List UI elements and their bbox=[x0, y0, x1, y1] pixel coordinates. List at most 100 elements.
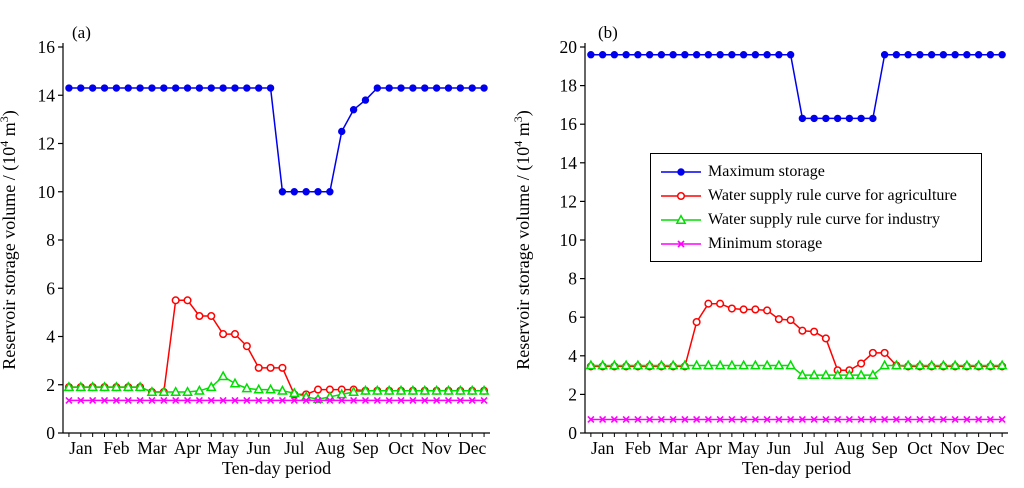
y-tick-label: 20 bbox=[560, 37, 578, 57]
y-tick-label: 0 bbox=[46, 423, 55, 443]
marker-open-triangle bbox=[667, 359, 679, 370]
marker-filled-circle bbox=[986, 51, 995, 59]
marker-open-triangle bbox=[926, 359, 937, 370]
marker-open-triangle bbox=[288, 387, 300, 398]
marker-x bbox=[775, 415, 783, 424]
legend-item-water-supply-rule-curve-for-agriculture: Water supply rule curve for agriculture bbox=[659, 184, 977, 208]
marker-x bbox=[822, 415, 830, 424]
marker-x bbox=[65, 396, 73, 404]
y-tick-label: 18 bbox=[560, 76, 578, 96]
marker-filled-circle bbox=[645, 51, 654, 59]
marker-open-triangle bbox=[277, 384, 288, 395]
legend-marker-open-triangle bbox=[675, 214, 687, 224]
marker-filled-circle bbox=[112, 84, 121, 92]
marker-filled-circle bbox=[278, 188, 287, 196]
marker-open-triangle bbox=[844, 369, 855, 380]
y-tick-label: 8 bbox=[46, 230, 55, 250]
chart-a-canvas: 0 2 4 6 8 10 12 14 16 Jan Feb Mar Apr May Jun Jul Aug Sep… bbox=[0, 23, 490, 478]
y-tick-label: 10 bbox=[38, 182, 56, 202]
marker-filled-circle bbox=[444, 84, 453, 92]
marker-filled-circle bbox=[904, 51, 912, 59]
x-month-label: Oct bbox=[907, 438, 932, 458]
marker-filled-circle bbox=[869, 114, 877, 123]
marker-open-triangle bbox=[691, 359, 702, 370]
marker-open-circle bbox=[716, 299, 725, 308]
marker-x bbox=[89, 396, 97, 404]
y-tick-label: 6 bbox=[46, 278, 55, 298]
legend-label: Maximum storage bbox=[708, 163, 825, 180]
marker-x bbox=[763, 415, 771, 424]
marker-open-triangle bbox=[241, 382, 253, 393]
marker-x bbox=[100, 396, 109, 404]
marker-filled-circle bbox=[409, 84, 417, 92]
marker-filled-circle bbox=[88, 84, 97, 92]
marker-open-triangle bbox=[466, 384, 478, 395]
marker-open-triangle bbox=[973, 359, 984, 370]
marker-filled-circle bbox=[136, 84, 144, 92]
marker-open-triangle bbox=[761, 359, 773, 370]
marker-x bbox=[148, 396, 156, 404]
marker-open-triangle bbox=[597, 359, 608, 370]
marker-x bbox=[231, 396, 239, 404]
marker-open-triangle bbox=[182, 386, 193, 396]
series-line-water-supply-rule-curve-for-agriculture bbox=[68, 299, 485, 396]
marker-x bbox=[302, 396, 310, 404]
marker-open-triangle bbox=[443, 384, 454, 395]
marker-filled-circle bbox=[857, 114, 865, 123]
legend-marker-x bbox=[677, 240, 685, 248]
marker-open-triangle bbox=[985, 359, 996, 370]
marker-filled-circle bbox=[456, 84, 465, 92]
marker-open-triangle bbox=[146, 386, 158, 396]
marker-x bbox=[646, 415, 654, 424]
marker-open-triangle bbox=[158, 386, 170, 396]
x-month-label: Sep bbox=[352, 438, 379, 458]
marker-open-triangle bbox=[609, 359, 620, 370]
marker-open-triangle bbox=[99, 381, 110, 392]
marker-x bbox=[468, 396, 476, 404]
marker-filled-circle bbox=[845, 114, 854, 123]
marker-open-circle bbox=[739, 305, 748, 314]
marker-open-triangle bbox=[383, 384, 395, 395]
marker-x bbox=[409, 396, 417, 404]
marker-open-triangle bbox=[253, 383, 265, 394]
marker-x bbox=[869, 415, 877, 424]
marker-filled-circle bbox=[290, 188, 298, 196]
marker-filled-circle bbox=[692, 51, 701, 59]
marker-open-triangle bbox=[217, 370, 229, 381]
marker-x bbox=[385, 396, 393, 404]
marker-open-triangle bbox=[855, 369, 867, 380]
marker-filled-circle bbox=[610, 51, 619, 59]
marker-x bbox=[207, 396, 215, 404]
marker-open-circle bbox=[254, 363, 263, 372]
y-tick-label: 8 bbox=[568, 269, 577, 289]
marker-open-triangle bbox=[938, 359, 949, 370]
marker-open-circle bbox=[774, 315, 783, 324]
marker-filled-circle bbox=[786, 51, 795, 59]
marker-x bbox=[904, 415, 912, 424]
marker-x bbox=[834, 415, 842, 424]
marker-x bbox=[456, 396, 464, 404]
marker-filled-circle bbox=[231, 84, 239, 92]
marker-open-circle bbox=[857, 359, 866, 368]
marker-open-circle bbox=[692, 317, 701, 327]
marker-filled-circle bbox=[397, 84, 405, 92]
marker-x bbox=[444, 396, 453, 404]
marker-filled-circle bbox=[798, 114, 807, 123]
marker-x bbox=[610, 415, 618, 424]
y-tick-label: 6 bbox=[568, 307, 577, 327]
x-month-label: Jul bbox=[804, 438, 825, 458]
marker-x bbox=[951, 415, 959, 424]
marker-filled-circle bbox=[77, 84, 85, 92]
legend-item-water-supply-rule-curve-for-industry: Water supply rule curve for industry bbox=[659, 208, 977, 232]
y-axis-title: Reservoir storage volume / (104 m3) bbox=[0, 110, 20, 369]
marker-x bbox=[350, 396, 358, 404]
marker-open-triangle bbox=[714, 359, 726, 370]
marker-x bbox=[278, 396, 286, 404]
marker-x bbox=[963, 415, 971, 424]
marker-filled-circle bbox=[951, 51, 959, 59]
marker-open-triangle bbox=[879, 359, 890, 370]
marker-open-triangle bbox=[773, 359, 785, 370]
marker-open-triangle bbox=[644, 359, 655, 370]
series-minimum-storage bbox=[65, 396, 488, 404]
